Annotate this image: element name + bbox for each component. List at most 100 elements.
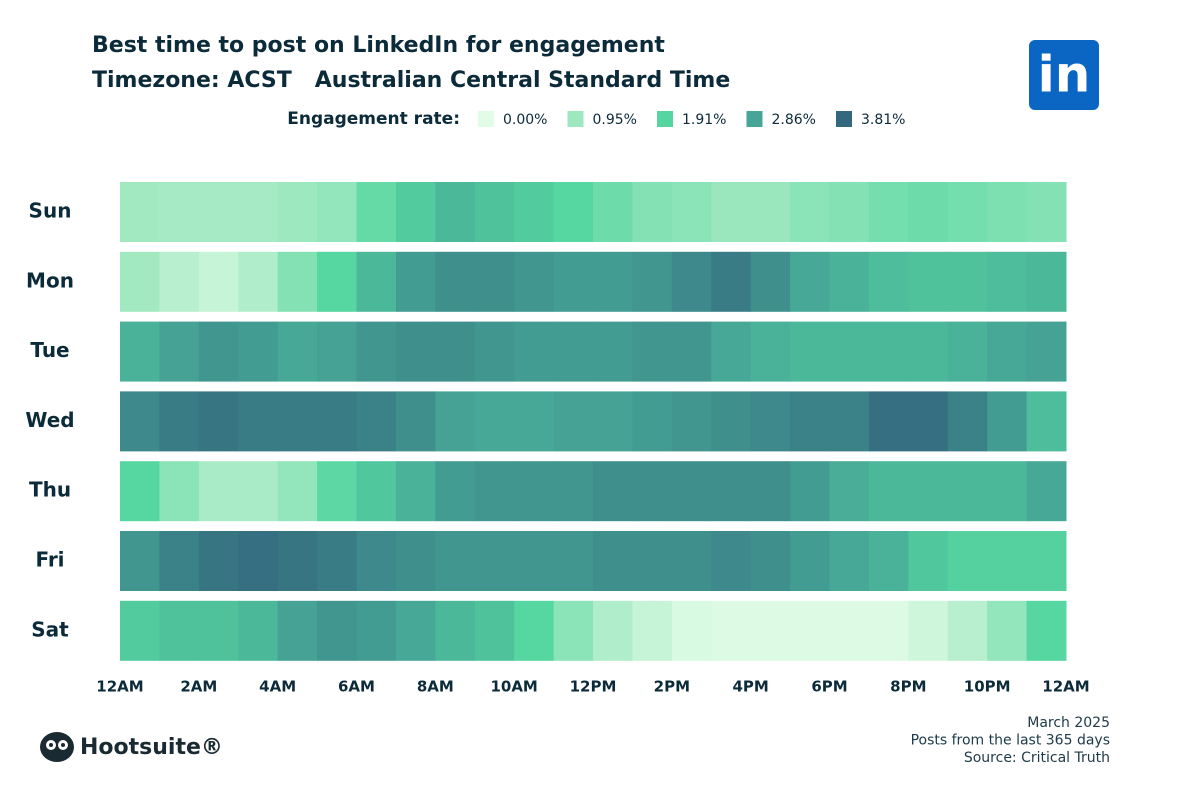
heat-cell [711, 391, 752, 452]
heat-cell [317, 251, 357, 312]
heat-cell [750, 461, 791, 522]
heat-cell [868, 461, 909, 522]
heat-cell [120, 461, 160, 522]
heat-cell [198, 182, 239, 242]
heat-cell [159, 600, 200, 661]
heat-cell [829, 391, 870, 452]
heat-cell [632, 461, 673, 522]
heat-cell [790, 182, 830, 242]
heat-cell [908, 531, 949, 591]
heat-cell [868, 321, 909, 382]
heat-cell [435, 461, 476, 522]
heat-cell [159, 461, 200, 522]
heat-cell [198, 251, 239, 312]
heat-cell [750, 531, 791, 591]
heat-cell [317, 600, 357, 661]
x-tick-label: 8AM [417, 678, 454, 696]
heat-cell [829, 321, 870, 382]
heat-cell [711, 600, 752, 661]
heat-cell [671, 182, 712, 242]
heat-cell [198, 531, 239, 591]
heat-cell [120, 321, 160, 382]
footnote: March 2025 [1027, 715, 1110, 731]
heat-cell [553, 600, 594, 661]
x-tick-label: 12PM [570, 678, 617, 696]
heat-cell [1026, 600, 1067, 661]
heat-cell [159, 182, 200, 242]
heat-cell [593, 321, 633, 382]
heat-cell [632, 182, 673, 242]
heat-cell [277, 461, 318, 522]
heat-cell [947, 321, 988, 382]
heat-cell [277, 251, 318, 312]
heat-cell [238, 461, 279, 522]
heat-cell [1026, 531, 1067, 591]
heat-cell [1026, 391, 1067, 452]
heat-cell [790, 391, 830, 452]
heat-cell [514, 182, 555, 242]
heat-cell [474, 391, 515, 452]
heat-cell [317, 321, 357, 382]
heat-cell [238, 182, 279, 242]
heat-cell [553, 461, 594, 522]
legend-swatch [567, 111, 584, 127]
heat-cell [750, 321, 791, 382]
heat-cell [474, 600, 515, 661]
heat-cell [750, 600, 791, 661]
heat-cell [908, 321, 949, 382]
heat-cell [277, 531, 318, 591]
heat-cell [474, 531, 515, 591]
heat-cell [317, 391, 357, 452]
heat-cell [356, 182, 397, 242]
heat-cell [671, 251, 712, 312]
heat-cell [277, 391, 318, 452]
heat-cell [553, 251, 594, 312]
heat-cell [908, 600, 949, 661]
heat-cell [474, 182, 515, 242]
heat-cell [987, 600, 1028, 661]
heat-cell [632, 251, 673, 312]
heat-cell [593, 600, 633, 661]
heat-cell [238, 251, 279, 312]
heat-cell [553, 182, 594, 242]
heat-cell [829, 600, 870, 661]
heat-cell [356, 600, 397, 661]
legend-swatch [746, 111, 763, 127]
x-tick-label: 2AM [180, 678, 217, 696]
heat-cell [711, 531, 752, 591]
heat-cell [356, 251, 397, 312]
heat-cell [435, 182, 476, 242]
legend-label: 0.95% [593, 112, 637, 128]
footnote: Source: Critical Truth [964, 750, 1110, 766]
heat-cell [908, 251, 949, 312]
heat-cell [671, 321, 712, 382]
heat-cell [395, 391, 436, 452]
heat-cell [395, 321, 436, 382]
x-tick-label: 10AM [490, 678, 537, 696]
heat-cell [790, 531, 830, 591]
heat-cell [671, 461, 712, 522]
chart-subtitle: Timezone: ACST Australian Central Standa… [92, 68, 730, 93]
heat-cell [395, 531, 436, 591]
heat-cell [474, 461, 515, 522]
heat-cell [435, 531, 476, 591]
heat-cell [987, 182, 1028, 242]
legend-label: 0.00% [503, 112, 547, 128]
heat-cell [750, 391, 791, 452]
heat-cell [120, 600, 160, 661]
legend-label: 3.81% [861, 112, 905, 128]
heat-cell [711, 251, 752, 312]
heat-cell [947, 531, 988, 591]
legend-swatch [836, 111, 852, 127]
heat-cell [120, 251, 160, 312]
heat-cell [120, 182, 160, 242]
heat-cell [356, 391, 397, 452]
brand: Hootsuite® [80, 735, 223, 760]
legend-swatch [478, 111, 494, 127]
x-tick-label: 4AM [259, 678, 296, 696]
heat-cell [908, 391, 949, 452]
legend-title: Engagement rate: [287, 109, 460, 129]
heat-cell [395, 600, 436, 661]
heat-cell [868, 182, 909, 242]
heat-cell [159, 321, 200, 382]
